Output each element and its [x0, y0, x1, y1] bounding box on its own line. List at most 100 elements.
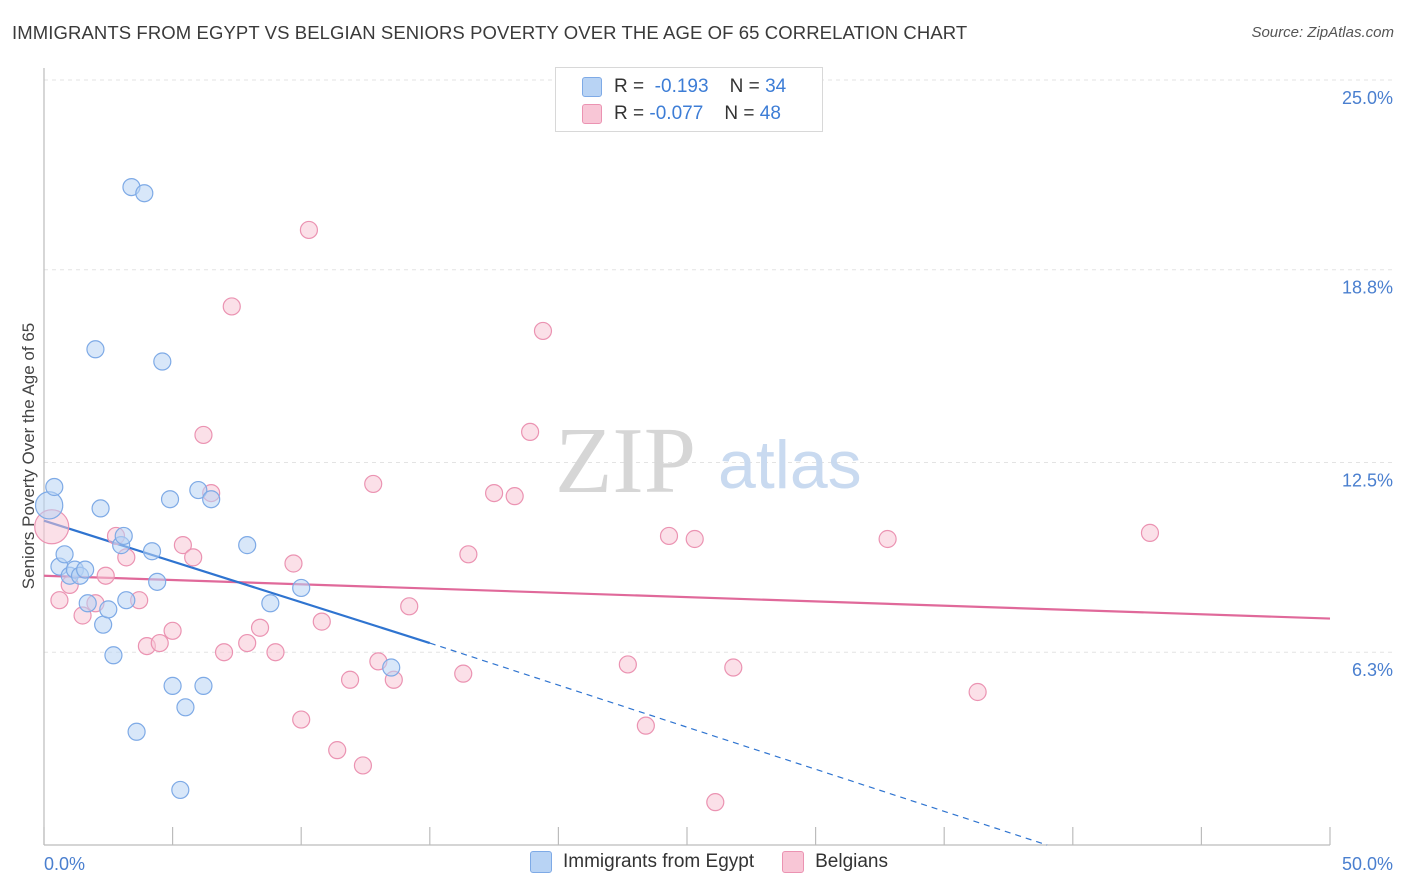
point-egypt — [76, 560, 95, 579]
point-egypt — [142, 542, 162, 561]
point-egypt — [78, 594, 97, 613]
point-egypt — [171, 780, 190, 800]
axes — [43, 68, 1331, 846]
point-belgians — [618, 655, 637, 674]
point-belgians — [459, 545, 478, 564]
point-belgians — [454, 664, 473, 683]
point-egypt — [94, 615, 113, 634]
point-belgians — [485, 484, 504, 503]
grid-lines — [44, 79, 1394, 653]
series-legend: Immigrants from Egypt Belgians — [530, 851, 916, 873]
point-belgians — [292, 710, 311, 729]
legend-swatch-egypt — [582, 77, 602, 97]
y-tick-label: 25.0% — [1342, 88, 1393, 108]
chart-title: IMMIGRANTS FROM EGYPT VS BELGIAN SENIORS… — [12, 22, 968, 43]
point-belgians — [299, 220, 319, 240]
point-egypt — [104, 646, 123, 665]
y-tick-label: 12.5% — [1342, 471, 1393, 491]
point-belgians — [636, 716, 655, 735]
point-egypt — [99, 600, 118, 619]
point-belgians — [364, 474, 383, 494]
legend-r-value: -0.193 — [654, 76, 709, 97]
y-tick-label: 6.3% — [1352, 660, 1393, 680]
point-egypt — [292, 578, 311, 598]
point-belgians — [505, 487, 524, 506]
point-egypt — [238, 536, 257, 555]
trend-line-egypt — [43, 519, 431, 645]
point-belgians — [968, 682, 987, 702]
legend-n-value: 48 — [759, 103, 781, 124]
point-egypt — [148, 572, 167, 591]
series-swatch-egypt — [530, 851, 552, 873]
point-belgians — [724, 658, 743, 677]
correlation-legend: R = -0.193 N = 34 R = -0.077 N = 48 — [555, 67, 823, 132]
point-egypt — [261, 594, 280, 613]
point-belgians — [533, 321, 553, 341]
series-label-egypt: Immigrants from Egypt — [563, 851, 755, 872]
point-belgians — [250, 618, 270, 637]
x-tick-label: 0.0% — [44, 854, 85, 874]
point-belgians — [266, 643, 285, 662]
legend-row-belgians: R = -0.077 N = 48 — [582, 102, 781, 126]
point-egypt — [163, 676, 182, 695]
point-egypt — [114, 526, 133, 546]
point-belgians — [328, 741, 347, 760]
point-belgians — [222, 297, 241, 316]
tick-labels: 6.3% 12.5% 18.8% 25.0% 0.0% 50.0% — [44, 88, 1393, 874]
point-belgians — [353, 756, 373, 775]
point-belgians — [521, 422, 540, 441]
point-egypt — [86, 340, 105, 359]
point-egypt — [135, 184, 154, 203]
point-egypt — [55, 545, 74, 564]
trend-lines — [43, 519, 1331, 846]
point-egypt — [45, 477, 64, 497]
point-belgians — [685, 529, 704, 549]
point-egypt — [382, 658, 401, 677]
point-belgians — [214, 643, 234, 662]
point-egypt — [117, 591, 136, 610]
point-belgians — [340, 670, 360, 689]
trend-line-egypt-extension — [429, 642, 1048, 846]
point-belgians — [400, 597, 419, 616]
point-egypt — [91, 499, 110, 518]
legend-r-label: R = — [614, 76, 645, 97]
point-egypt — [189, 480, 208, 500]
point-egypt — [202, 490, 221, 509]
legend-swatch-belgians — [582, 104, 602, 124]
x-tick-label: 50.0% — [1342, 854, 1393, 874]
legend-n-label: N = — [729, 76, 760, 97]
series-legend-egypt: Immigrants from Egypt — [530, 851, 754, 873]
point-belgians — [878, 529, 897, 549]
point-belgians — [184, 548, 203, 567]
point-belgians — [96, 566, 115, 585]
point-belgians — [238, 633, 257, 653]
legend-r-value: -0.077 — [649, 103, 704, 124]
watermark-zip: ZIP — [555, 409, 696, 513]
point-belgians — [163, 621, 182, 640]
point-belgians — [150, 633, 169, 653]
point-egypt — [34, 491, 64, 520]
series-legend-belgians: Belgians — [782, 851, 888, 873]
point-belgians — [194, 425, 213, 445]
legend-r-label: R = — [614, 103, 645, 124]
point-belgians — [659, 526, 679, 546]
watermark-atlas: atlas — [718, 427, 862, 503]
point-belgians — [312, 612, 331, 631]
trend-line-belgians — [43, 574, 1331, 620]
point-belgians — [50, 591, 69, 610]
watermark: ZIP atlas — [555, 409, 862, 513]
point-belgians — [706, 793, 725, 812]
point-egypt — [176, 698, 195, 717]
source-label: Source: ZipAtlas.com — [1251, 24, 1394, 41]
series-swatch-belgians — [782, 851, 805, 873]
legend-n-value: 34 — [765, 76, 787, 97]
y-axis-label: Seniors Poverty Over the Age of 65 — [19, 323, 38, 589]
legend-row-egypt: R = -0.193 N = 34 — [582, 75, 786, 99]
point-belgians — [284, 554, 303, 573]
point-belgians — [1140, 523, 1160, 542]
legend-n-label: N = — [724, 103, 755, 124]
point-egypt — [160, 490, 180, 509]
point-egypt — [127, 722, 146, 741]
y-tick-label: 18.8% — [1342, 278, 1393, 298]
